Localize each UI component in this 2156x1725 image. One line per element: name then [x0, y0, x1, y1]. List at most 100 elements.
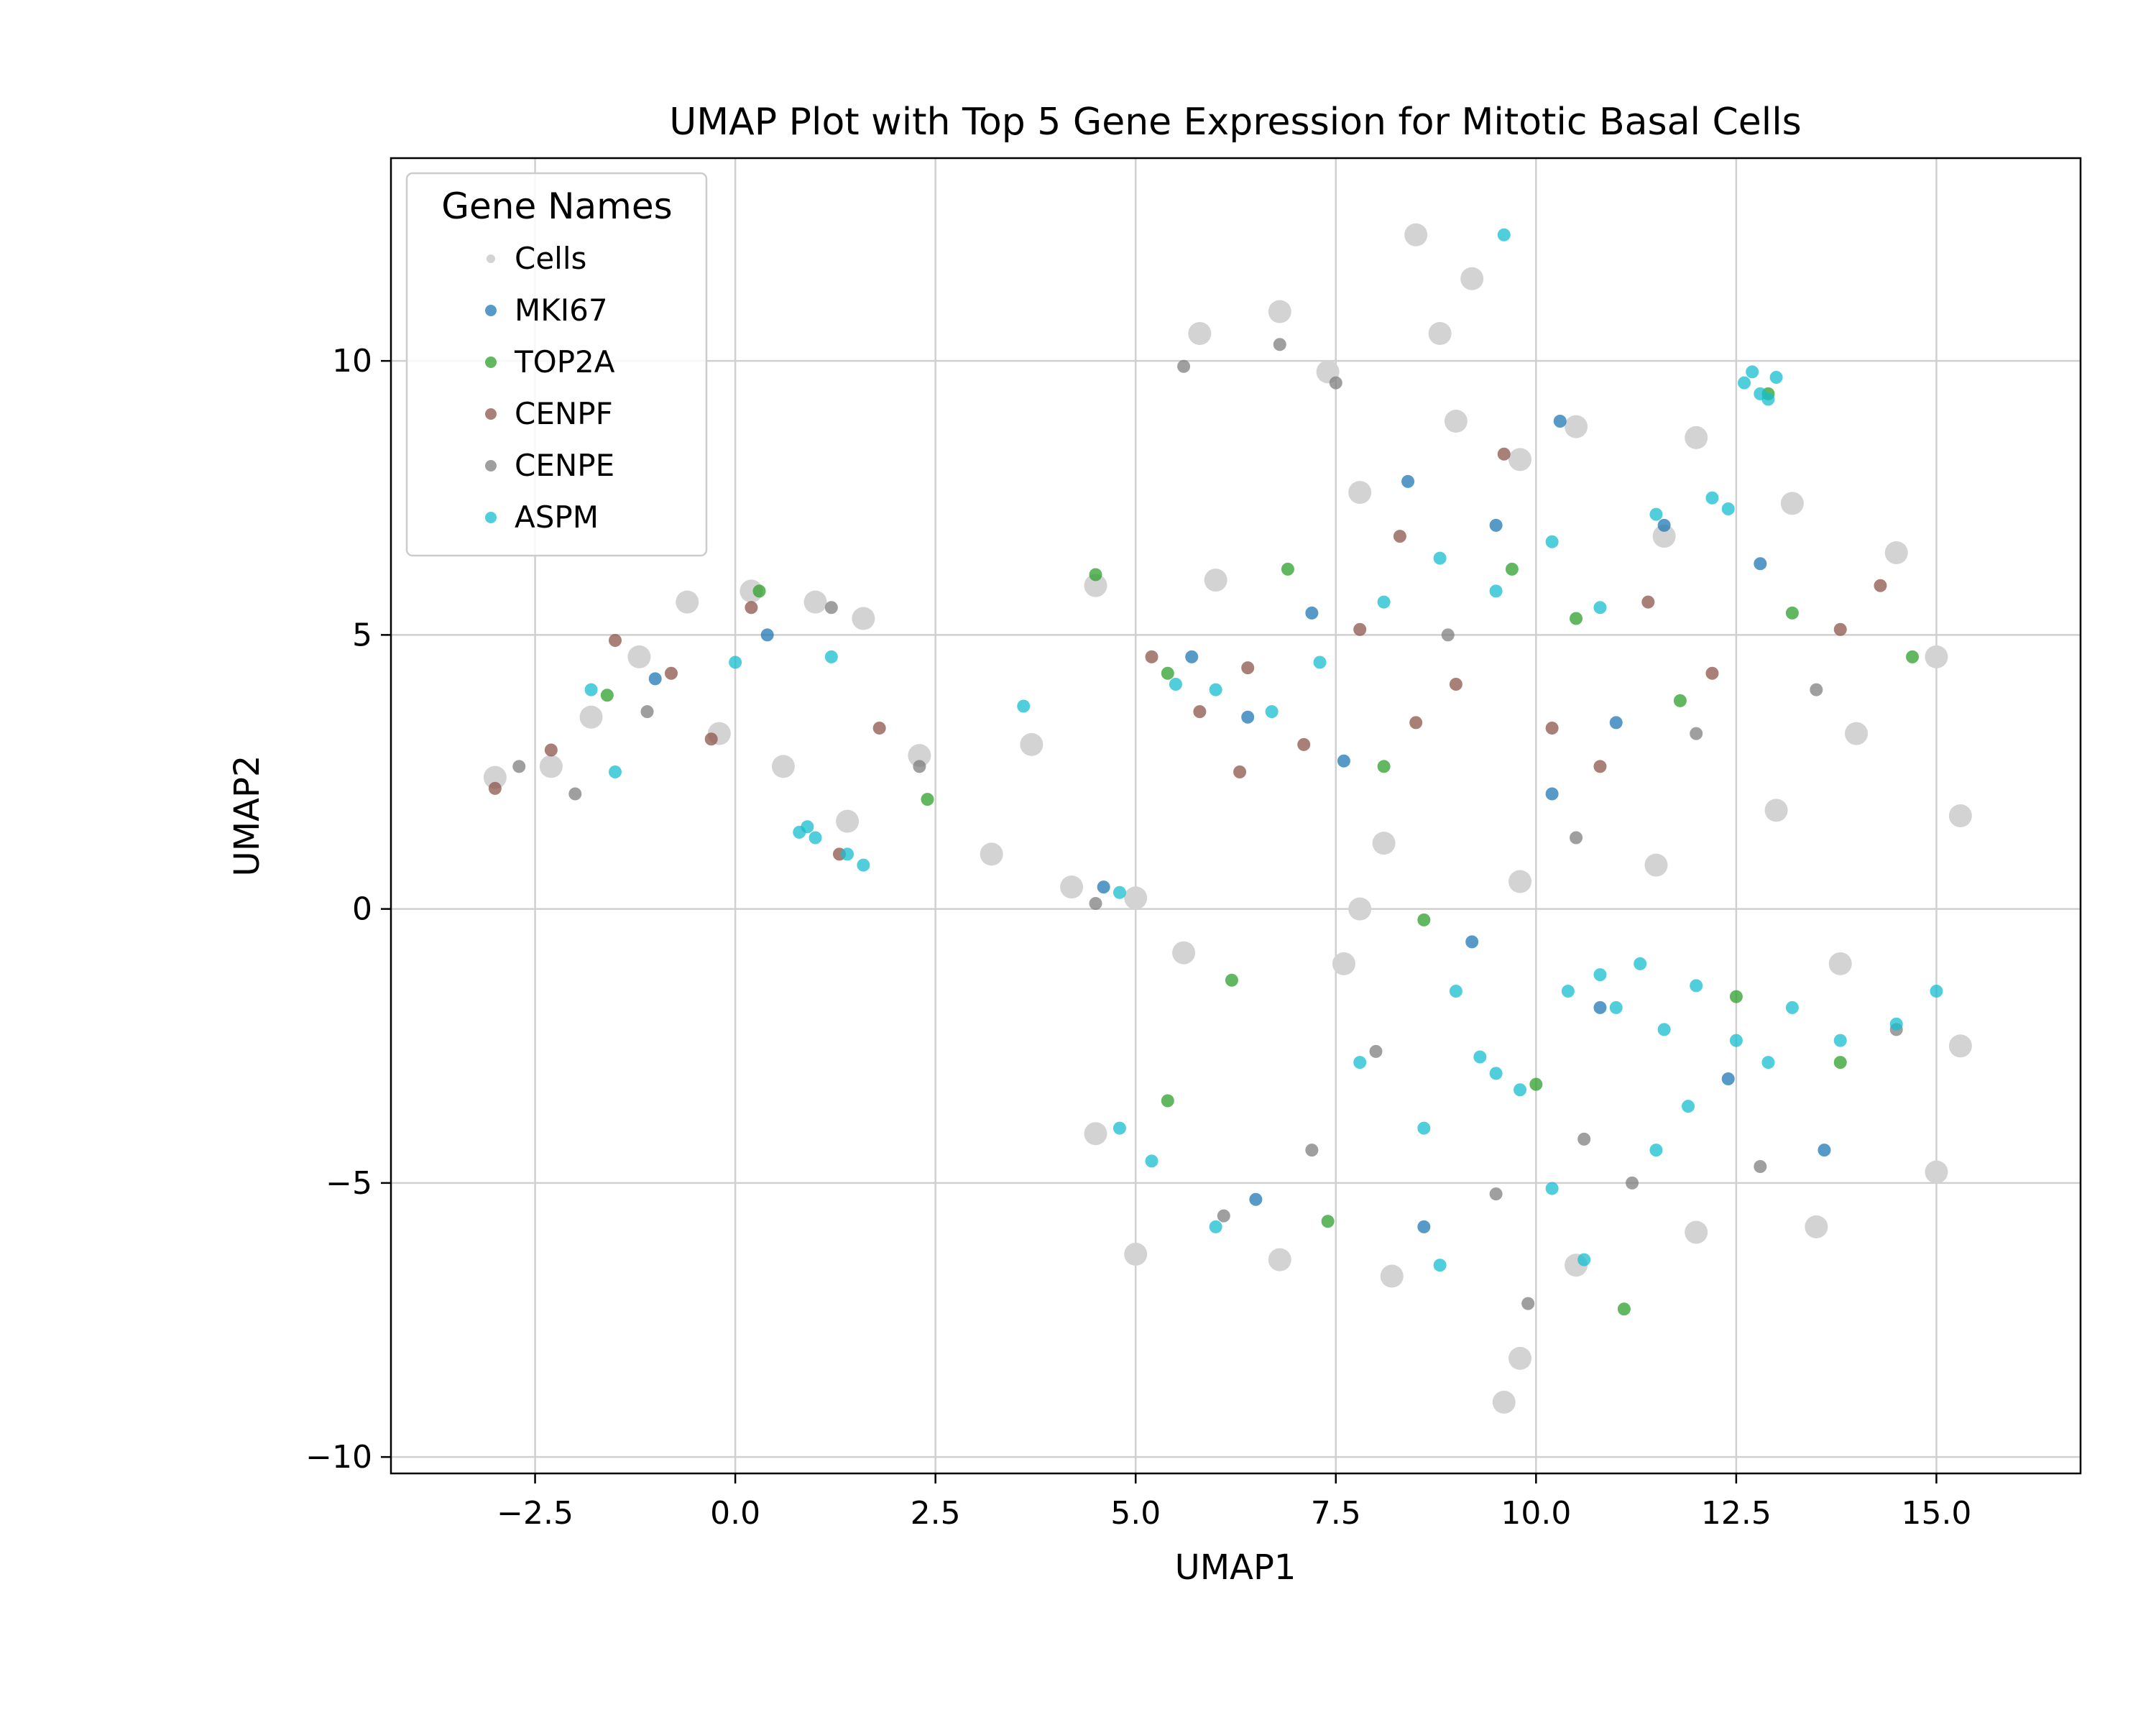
point-cenpf	[1874, 579, 1887, 592]
point-top2a	[1225, 973, 1238, 987]
point-cells	[771, 755, 795, 778]
y-tick-label: 5	[352, 617, 372, 653]
point-aspm	[729, 656, 742, 669]
point-top2a	[1505, 562, 1519, 576]
point-aspm	[1649, 507, 1663, 521]
point-cells	[1332, 952, 1355, 975]
point-aspm	[1746, 365, 1759, 379]
point-cells	[1428, 322, 1452, 345]
point-cells	[1565, 415, 1588, 438]
point-aspm	[1112, 1121, 1126, 1135]
point-cells	[1652, 525, 1676, 548]
point-mki67	[1545, 787, 1559, 801]
point-cenpe	[824, 601, 838, 615]
x-tick-label: 7.5	[1311, 1495, 1361, 1532]
legend-title: Gene Names	[441, 185, 672, 227]
point-mki67	[1249, 1192, 1263, 1206]
point-cenpf	[1449, 678, 1462, 691]
point-cells	[1172, 941, 1196, 965]
point-cells	[1492, 1390, 1516, 1414]
y-tick-label: −5	[326, 1165, 372, 1202]
point-cells	[1380, 1264, 1404, 1288]
point-top2a	[1161, 666, 1174, 680]
point-mki67	[1489, 518, 1503, 532]
point-mki67	[1553, 415, 1567, 428]
point-aspm	[1889, 1017, 1903, 1031]
point-cenpf	[544, 743, 558, 757]
point-mki67	[1185, 650, 1199, 663]
grid-lines	[391, 158, 2081, 1473]
point-mki67	[1754, 557, 1767, 571]
point-aspm	[1145, 1154, 1158, 1168]
point-aspm	[608, 765, 622, 778]
point-aspm	[1769, 371, 1783, 384]
point-cells	[579, 705, 603, 729]
point-aspm	[1489, 1067, 1503, 1080]
point-cells	[1188, 322, 1212, 345]
point-cells	[1020, 732, 1044, 756]
point-cells	[1805, 1215, 1828, 1238]
point-cells	[980, 842, 1003, 866]
point-cells	[1404, 223, 1428, 247]
point-top2a	[1906, 650, 1920, 663]
point-aspm	[1433, 1259, 1447, 1272]
point-cenpf	[1297, 737, 1311, 751]
point-cells	[676, 590, 699, 614]
point-aspm	[1353, 1056, 1367, 1070]
point-aspm	[1761, 1056, 1775, 1070]
point-top2a	[1161, 1094, 1174, 1108]
point-aspm	[1169, 678, 1182, 691]
point-mki67	[1721, 1072, 1735, 1085]
x-tick-label: 0.0	[710, 1495, 760, 1532]
point-aspm	[1265, 705, 1279, 719]
point-cells	[1780, 492, 1804, 515]
point-cells	[1268, 300, 1291, 323]
gene-points	[488, 228, 1943, 1316]
point-aspm	[824, 650, 838, 663]
point-aspm	[1433, 551, 1447, 565]
point-top2a	[1377, 760, 1391, 773]
point-aspm	[1377, 595, 1391, 609]
point-aspm	[1561, 985, 1575, 998]
point-cenpe	[1754, 1160, 1767, 1173]
point-cells	[1124, 886, 1148, 910]
point-cells	[1268, 1248, 1291, 1271]
point-mki67	[648, 672, 662, 686]
point-cells	[1948, 1034, 1972, 1058]
point-cenpe	[1369, 1044, 1383, 1058]
point-mki67	[1818, 1144, 1831, 1157]
point-cells	[1925, 1160, 1948, 1184]
point-cenpf	[1409, 716, 1423, 730]
point-aspm	[1649, 1144, 1663, 1157]
point-mki67	[1417, 1220, 1431, 1233]
point-aspm	[1721, 502, 1735, 515]
point-aspm	[1473, 1050, 1487, 1064]
point-cenpf	[872, 722, 886, 735]
point-cenpe	[640, 705, 654, 719]
plot-frame	[390, 157, 2082, 1475]
point-aspm	[1738, 376, 1751, 390]
point-aspm	[1417, 1121, 1431, 1135]
point-aspm	[1545, 535, 1559, 548]
point-cenpf	[704, 732, 718, 746]
x-axis-title: UMAP1	[1175, 1547, 1296, 1588]
point-mki67	[1097, 880, 1110, 894]
point-cenpf	[664, 666, 678, 680]
point-aspm	[1593, 601, 1607, 615]
x-tick-label: 2.5	[911, 1495, 961, 1532]
point-cenpe	[1217, 1209, 1230, 1223]
point-mki67	[1609, 716, 1623, 730]
point-top2a	[1833, 1056, 1847, 1070]
point-cells	[908, 744, 931, 768]
point-cenpe	[568, 787, 582, 801]
point-aspm	[1729, 1034, 1743, 1047]
point-cenpf	[1833, 622, 1847, 636]
legend-entries: Cells MKI67 TOP2A CENPF CENPE ASPM	[485, 241, 615, 535]
y-tick-label: −10	[305, 1439, 372, 1476]
point-cells	[1685, 426, 1708, 449]
point-aspm	[1657, 1023, 1671, 1036]
point-aspm	[808, 831, 822, 845]
point-cells	[1925, 645, 1948, 668]
point-aspm	[1593, 968, 1607, 982]
